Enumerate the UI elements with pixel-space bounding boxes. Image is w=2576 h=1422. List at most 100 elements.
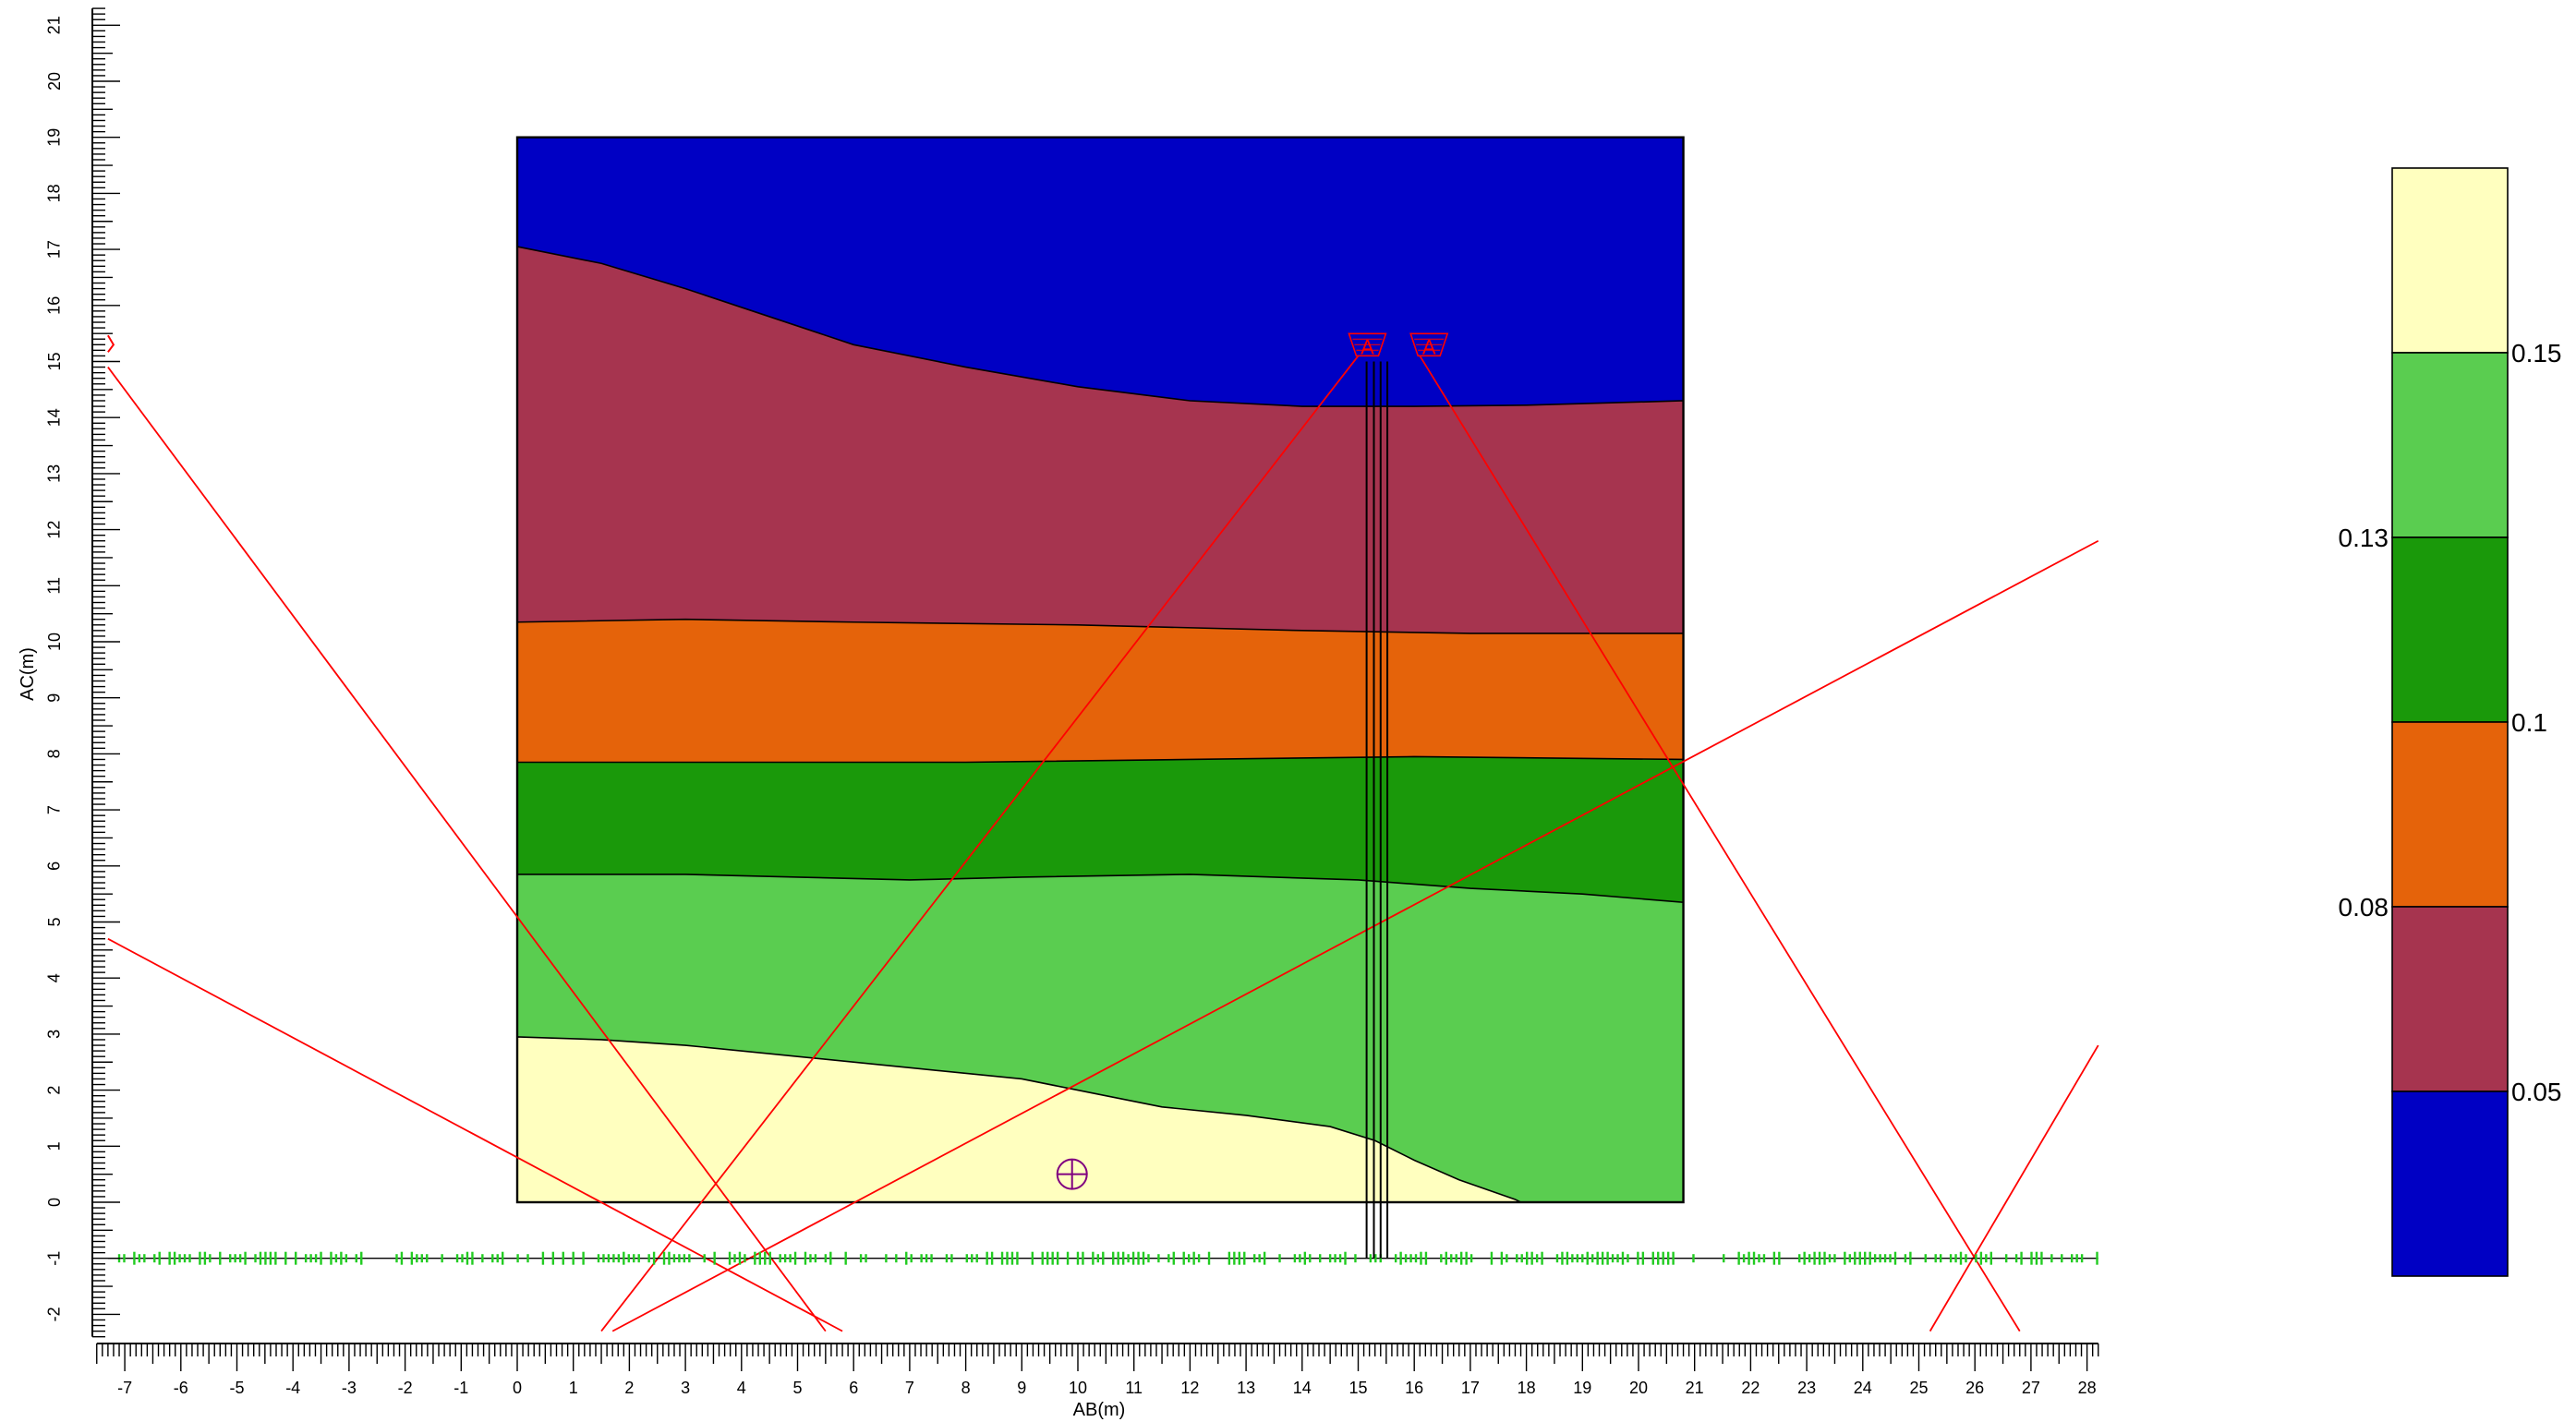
receiver-tick	[1934, 1254, 1937, 1263]
x-tick-label: 13	[1237, 1379, 1255, 1397]
receiver-tick	[143, 1254, 146, 1263]
receiver-tick	[1858, 1251, 1861, 1265]
receiver-tick	[2030, 1251, 2033, 1265]
receiver-tick	[990, 1251, 994, 1265]
receiver-tick	[1233, 1251, 1236, 1265]
receiver-tick	[865, 1254, 867, 1263]
receiver-tick	[1006, 1251, 1009, 1265]
receiver-tick	[203, 1251, 207, 1265]
receiver-tick	[1606, 1251, 1609, 1265]
x-tick-label: -7	[117, 1379, 132, 1397]
receiver-tick	[1369, 1254, 1373, 1263]
receiver-tick	[1621, 1251, 1625, 1265]
receiver-tick	[1092, 1251, 1094, 1265]
x-axis-label: AB(m)	[1073, 1400, 1126, 1420]
receiver-tick	[238, 1254, 242, 1263]
receiver-tick	[582, 1251, 585, 1265]
receiver-tick	[1299, 1254, 1301, 1263]
receiver-tick	[905, 1251, 908, 1265]
receiver-tick	[950, 1254, 953, 1263]
receiver-tick	[491, 1254, 494, 1263]
receiver-tick	[930, 1254, 933, 1263]
receiver-tick	[844, 1251, 847, 1265]
ray-line-6	[1929, 1044, 2099, 1332]
receiver-tick	[1586, 1251, 1589, 1265]
y-tick-label: 18	[45, 184, 64, 202]
receiver-tick	[885, 1254, 888, 1263]
receiver-tick	[2075, 1254, 2078, 1263]
receiver-tick	[1469, 1254, 1473, 1263]
receiver-tick	[1056, 1251, 1059, 1265]
x-tick-label: 8	[961, 1379, 971, 1397]
receiver-tick	[1309, 1254, 1312, 1263]
receiver-tick	[1989, 1251, 1992, 1265]
colorbar-tick-label: 0.1	[2511, 708, 2547, 737]
receiver-tick	[471, 1251, 474, 1265]
source-label: A	[1422, 335, 1436, 358]
receiver-tick	[526, 1254, 529, 1263]
y-tick-label: 9	[45, 693, 64, 703]
y-tick-label: 12	[45, 521, 64, 539]
x-tick-label: 20	[1629, 1379, 1648, 1397]
x-tick-label: 15	[1348, 1379, 1367, 1397]
y-tick-label: 2	[45, 1086, 64, 1095]
receiver-tick	[2020, 1251, 2023, 1265]
receiver-tick	[637, 1254, 640, 1263]
receiver-tick	[1490, 1251, 1494, 1265]
receiver-tick	[986, 1251, 988, 1265]
receiver-tick	[1031, 1251, 1034, 1265]
receiver-tick	[2014, 1254, 2018, 1263]
receiver-tick	[859, 1254, 863, 1263]
receiver-tick	[1854, 1251, 1856, 1265]
y-tick-label: 8	[45, 749, 64, 758]
y-tick-label: 19	[45, 128, 64, 147]
receiver-tick	[314, 1254, 318, 1263]
x-tick-label: 24	[1854, 1379, 1872, 1397]
receiver-tick	[1657, 1251, 1660, 1265]
receiver-tick	[728, 1251, 732, 1265]
receiver-tick	[804, 1251, 807, 1265]
receiver-tick	[416, 1254, 418, 1263]
receiver-tick	[1066, 1251, 1070, 1265]
receiver-tick	[1924, 1254, 1927, 1263]
receiver-tick	[138, 1254, 141, 1263]
receiver-tick	[1354, 1254, 1357, 1263]
receiver-tick	[1530, 1251, 1533, 1265]
receiver-tick	[1979, 1251, 1983, 1265]
receiver-tick	[809, 1254, 812, 1263]
receiver-tick	[633, 1254, 635, 1263]
receiver-tick	[304, 1254, 308, 1263]
source-trapezoid	[1348, 332, 1387, 357]
receiver-tick	[229, 1254, 232, 1263]
receiver-tick	[793, 1251, 797, 1265]
receiver-tick	[662, 1251, 666, 1265]
receiver-tick	[562, 1251, 564, 1265]
colorbar-swatch-6	[2391, 1091, 2509, 1277]
source-marker-2: A	[1409, 332, 1449, 358]
receiver-tick	[309, 1254, 312, 1263]
x-tick-label: 25	[1909, 1379, 1928, 1397]
receiver-tick	[597, 1254, 600, 1263]
receiver-tick	[1828, 1254, 1832, 1263]
receiver-tick	[1076, 1251, 1080, 1265]
receiver-tick	[895, 1254, 898, 1263]
receiver-tick	[1238, 1251, 1241, 1265]
receiver-tick	[173, 1251, 176, 1265]
receiver-tick	[551, 1251, 555, 1265]
x-tick-label: 26	[1965, 1379, 1984, 1397]
receiver-tick	[410, 1251, 414, 1265]
receiver-tick	[1082, 1251, 1084, 1265]
receiver-tick	[1737, 1251, 1740, 1265]
receiver-tick	[1869, 1251, 1871, 1265]
model-frame	[515, 136, 1685, 1204]
y-tick-label: 21	[45, 16, 64, 34]
x-tick-label: -3	[342, 1379, 357, 1397]
x-tick-label: -5	[229, 1379, 244, 1397]
x-tick-label: 14	[1293, 1379, 1312, 1397]
receiver-tick	[1263, 1251, 1266, 1265]
receiver-tick	[1455, 1254, 1457, 1263]
receiver-tick	[672, 1254, 676, 1263]
receiver-tick	[1823, 1251, 1826, 1265]
source-hatching	[1352, 338, 1383, 351]
colorbar-swatch-2	[2391, 352, 2509, 538]
